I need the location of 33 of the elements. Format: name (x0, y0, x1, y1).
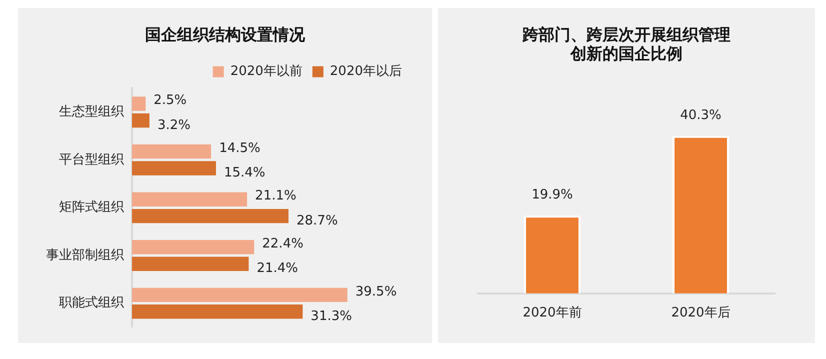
bar (132, 96, 146, 111)
bar (132, 192, 248, 206)
x-tick-label: 2020年前 (522, 306, 582, 321)
y-tick-label: 生态型组织 (59, 104, 124, 120)
legend-label: 2020年以后 (330, 64, 402, 80)
legend-label: 2020年以前 (230, 64, 302, 80)
chart-title: 国企组织结构设置情况 (145, 24, 306, 44)
data-label: 2.5% (154, 93, 187, 108)
y-tick-label: 事业部制组织 (46, 248, 124, 263)
data-label: 28.7% (296, 213, 338, 228)
bar (132, 256, 249, 271)
y-tick-label: 平台型组织 (59, 152, 124, 168)
data-label: 40.3% (680, 108, 722, 123)
data-label: 3.2% (157, 118, 190, 133)
data-label: 21.1% (255, 188, 296, 204)
data-label: 15.4% (224, 166, 266, 181)
data-label: 19.9% (532, 188, 573, 202)
bar (132, 240, 254, 254)
data-label: 31.3% (310, 309, 352, 324)
bar (132, 113, 150, 128)
data-label: 21.4% (256, 261, 298, 276)
data-label: 22.4% (262, 236, 304, 252)
bar (132, 144, 212, 159)
y-tick-label: 职能式组织 (59, 296, 124, 311)
bar (132, 208, 288, 224)
x-tick-label: 2020年后 (671, 306, 730, 321)
bar (132, 288, 348, 302)
chart-title: 跨部门、跨层次开展组织管理创新的国企比例 (522, 24, 730, 63)
y-tick-label: 矩阵式组织 (59, 200, 124, 216)
bar (132, 304, 303, 319)
bar (132, 161, 216, 176)
data-label: 39.5% (355, 284, 397, 300)
data-label: 14.5% (219, 140, 260, 156)
